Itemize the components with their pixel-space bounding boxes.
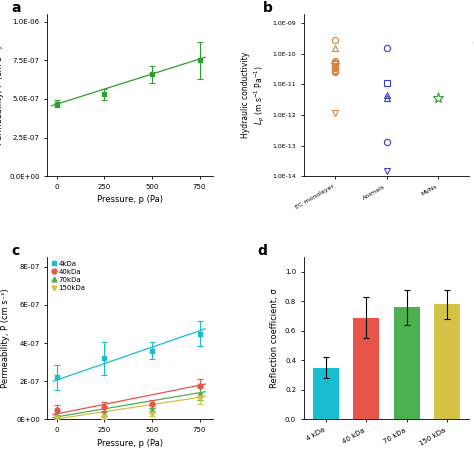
Text: b: b [263,1,273,15]
Bar [393,308,420,419]
Y-axis label: Permeability, P (cm s⁻¹): Permeability, P (cm s⁻¹) [1,288,10,388]
Y-axis label: Reflection coefficient, σ: Reflection coefficient, σ [270,288,279,388]
Bar [434,304,460,419]
Text: c: c [11,244,19,258]
Text: a: a [11,1,20,15]
Legend: 4kDa, 40kDa, 70kDa, 150kDa: 4kDa, 40kDa, 70kDa, 150kDa [51,260,85,291]
Y-axis label: Hydraulic conductivity
$L_p$ (m s$^{-1}$ Pa$^{-1}$): Hydraulic conductivity $L_p$ (m s$^{-1}$… [241,52,267,138]
Bar [313,368,339,419]
Text: d: d [257,244,267,258]
Y-axis label: Permeability, P (cm s⁻¹): Permeability, P (cm s⁻¹) [0,45,4,145]
X-axis label: Pressure, p (Pa): Pressure, p (Pa) [97,439,163,448]
Bar [353,318,380,419]
X-axis label: Pressure, p (Pa): Pressure, p (Pa) [97,195,163,205]
